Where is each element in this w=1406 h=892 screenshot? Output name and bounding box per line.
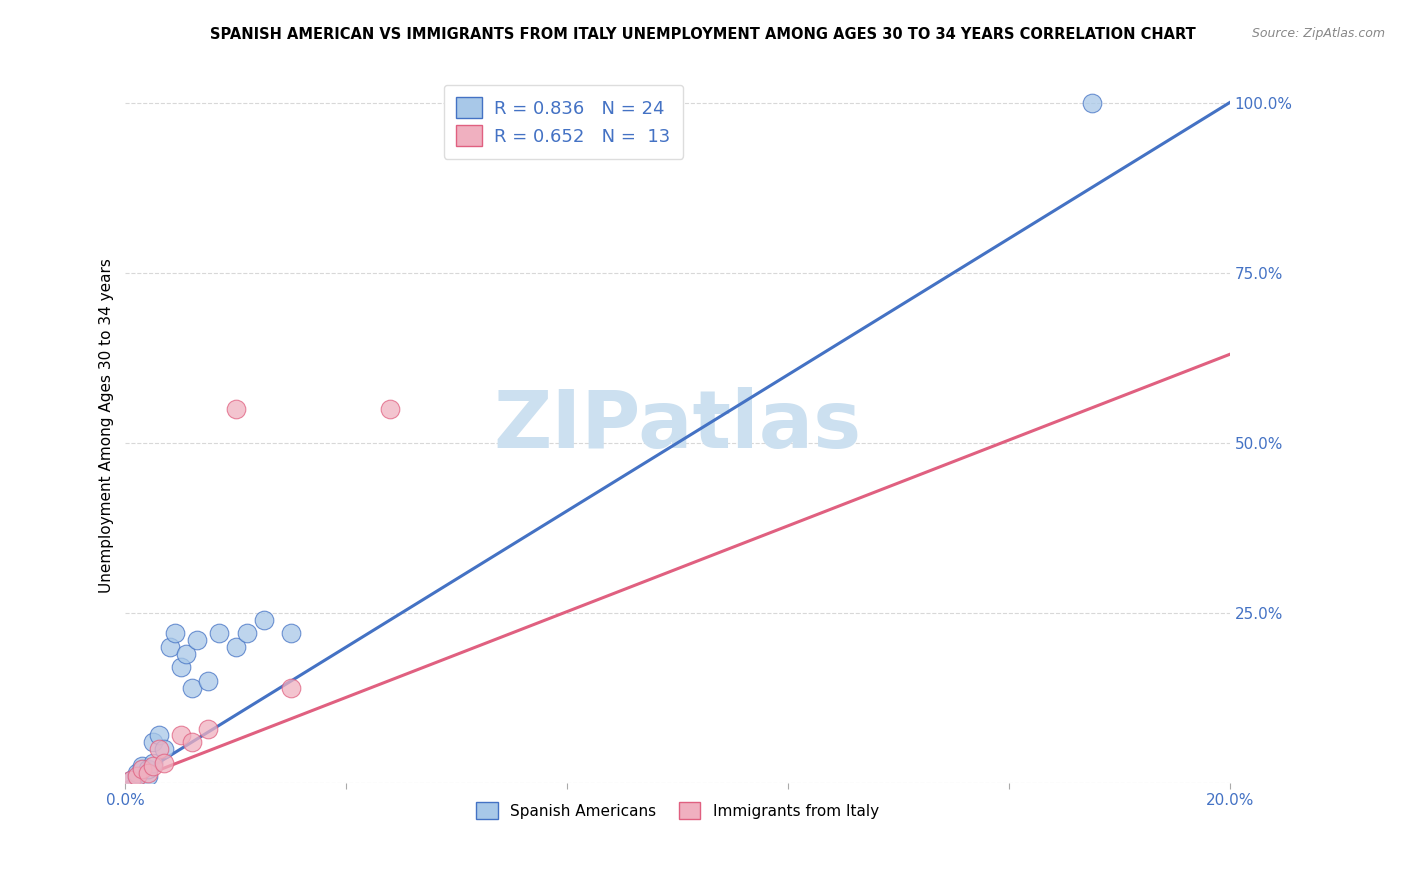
Point [136, 769, 159, 783]
Point [148, 728, 170, 742]
Point [142, 756, 165, 770]
Point [252, 613, 274, 627]
Point [125, 769, 148, 783]
Point [159, 640, 181, 654]
Point [148, 742, 170, 756]
Y-axis label: Unemployment Among Ages 30 to 34 years: Unemployment Among Ages 30 to 34 years [100, 259, 114, 593]
Legend: Spanish Americans, Immigrants from Italy: Spanish Americans, Immigrants from Italy [470, 796, 884, 825]
Text: ZIPatlas: ZIPatlas [494, 387, 862, 465]
Point [125, 765, 148, 780]
Text: Source: ZipAtlas.com: Source: ZipAtlas.com [1251, 27, 1385, 40]
Point [280, 626, 302, 640]
Point [225, 401, 247, 416]
Point [125, 769, 148, 783]
Point [136, 763, 159, 777]
Point [236, 626, 259, 640]
Point [170, 660, 193, 674]
Point [208, 626, 231, 640]
Point [180, 735, 202, 749]
Point [153, 756, 176, 770]
Point [142, 735, 165, 749]
Point [1080, 95, 1102, 110]
Point [120, 772, 142, 787]
Point [186, 633, 208, 648]
Point [180, 681, 202, 695]
Point [174, 647, 197, 661]
Text: SPANISH AMERICAN VS IMMIGRANTS FROM ITALY UNEMPLOYMENT AMONG AGES 30 TO 34 YEARS: SPANISH AMERICAN VS IMMIGRANTS FROM ITAL… [209, 27, 1197, 42]
Point [131, 763, 153, 777]
Point [225, 640, 247, 654]
Point [131, 763, 153, 777]
Point [120, 772, 142, 787]
Point [197, 673, 219, 688]
Point [131, 759, 153, 773]
Point [153, 742, 176, 756]
Point [142, 759, 165, 773]
Point [280, 681, 302, 695]
Point [170, 728, 193, 742]
Point [380, 401, 402, 416]
Point [136, 765, 159, 780]
Point [165, 626, 187, 640]
Point [197, 722, 219, 736]
